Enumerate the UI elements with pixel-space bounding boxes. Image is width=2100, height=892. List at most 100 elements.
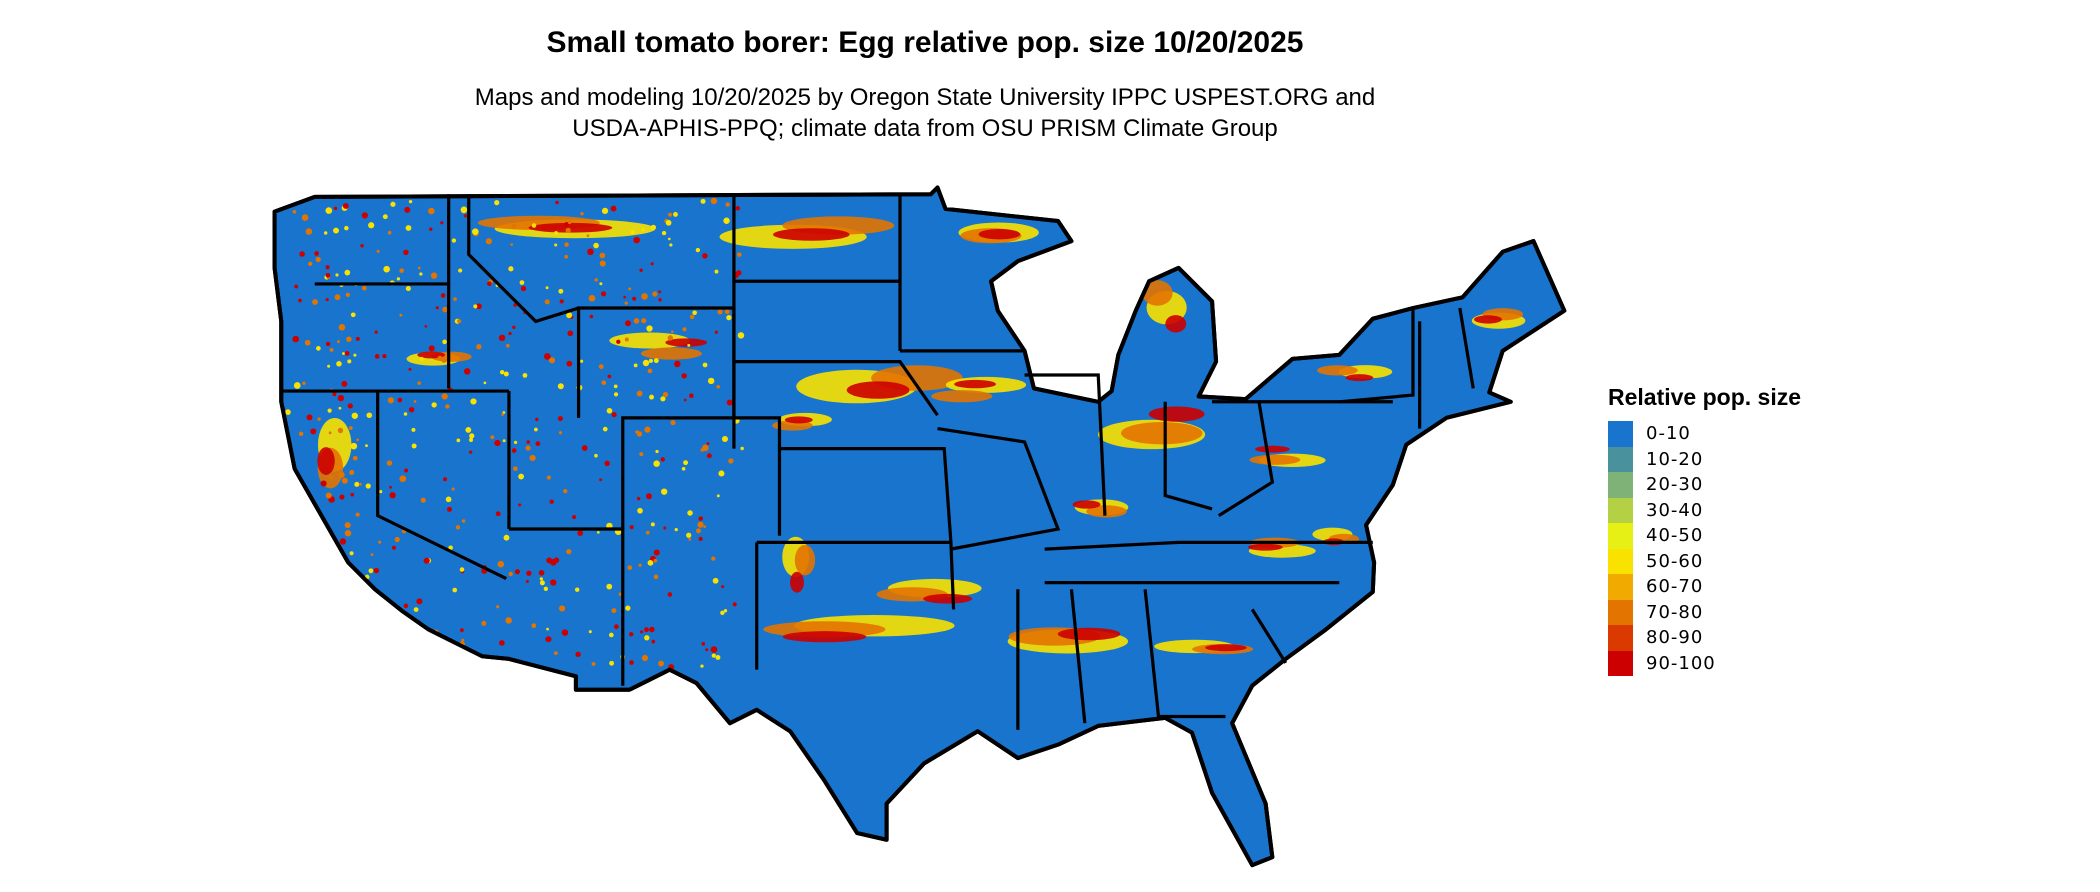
speckle — [642, 359, 650, 367]
speckle — [644, 627, 649, 633]
speckle — [599, 282, 603, 286]
speckle — [302, 381, 306, 385]
speckle — [354, 481, 360, 487]
speckle — [336, 361, 342, 367]
speckle — [399, 475, 407, 483]
speckle — [594, 278, 598, 282]
speckle — [721, 435, 728, 443]
speckle — [342, 627, 348, 633]
speckle — [465, 427, 472, 433]
speckle — [441, 357, 447, 363]
speckle — [655, 449, 659, 454]
hotspot — [923, 593, 973, 604]
speckle — [705, 648, 709, 652]
speckle — [604, 460, 610, 467]
speckle — [405, 286, 411, 292]
speckle — [599, 478, 603, 482]
speckle — [543, 586, 549, 592]
speckle — [310, 428, 317, 435]
hotspot — [846, 381, 910, 399]
speckle — [557, 383, 564, 390]
speckle — [698, 536, 703, 542]
speckle — [344, 351, 350, 356]
speckle — [404, 206, 411, 213]
state-border — [1212, 400, 1275, 517]
speckle — [408, 407, 415, 413]
legend-item: 40-50 — [1608, 523, 1801, 549]
speckle — [559, 605, 566, 612]
speckle — [460, 206, 468, 214]
speckle — [508, 331, 512, 336]
state-border — [621, 416, 782, 536]
speckle — [644, 426, 651, 433]
speckle — [420, 497, 426, 503]
speckle — [370, 553, 374, 556]
speckle — [292, 335, 300, 343]
speckle — [360, 244, 364, 248]
hotspot — [528, 222, 613, 233]
speckle — [390, 201, 396, 207]
speckle — [674, 527, 678, 532]
speckle — [636, 390, 643, 397]
speckle — [561, 629, 569, 636]
legend-title: Relative pop. size — [1608, 384, 1802, 410]
hotspot — [1072, 500, 1101, 509]
speckle — [686, 532, 692, 538]
speckle — [314, 251, 319, 256]
speckle — [485, 238, 492, 245]
speckle — [399, 313, 403, 317]
speckle — [445, 496, 452, 503]
legend-item: 30-40 — [1608, 497, 1801, 523]
speckle — [503, 371, 509, 377]
speckle — [702, 362, 708, 368]
speckle — [652, 291, 658, 297]
speckle — [344, 269, 351, 276]
speckle — [359, 482, 362, 486]
speckle — [389, 492, 396, 499]
speckle — [695, 247, 701, 253]
speckle — [442, 656, 449, 663]
speckle — [397, 397, 403, 403]
speckle — [473, 304, 478, 309]
speckle — [346, 336, 352, 342]
speckle — [421, 643, 427, 649]
speckle — [293, 598, 301, 605]
speckle — [653, 460, 660, 467]
speckle — [305, 228, 313, 235]
speckle — [496, 605, 500, 609]
legend-swatch — [1608, 650, 1633, 676]
speckle — [325, 492, 332, 499]
speckle — [329, 348, 334, 352]
speckle — [442, 339, 447, 345]
speckle — [662, 392, 669, 398]
speckle — [481, 620, 487, 626]
map-subtitle-line-1: Maps and modeling 10/20/2025 by Oregon S… — [474, 84, 1376, 111]
speckle — [575, 651, 581, 658]
speckle — [653, 549, 660, 556]
state-borders — [281, 194, 1475, 730]
speckle — [311, 614, 317, 620]
speckle — [710, 197, 718, 205]
speckle — [344, 529, 352, 537]
speckle — [531, 223, 537, 228]
speckle — [351, 412, 358, 419]
speckle — [567, 220, 572, 225]
speckle — [566, 360, 573, 367]
speckle — [627, 565, 633, 571]
speckle — [453, 297, 457, 301]
speckle — [499, 369, 505, 375]
speckle — [325, 265, 330, 270]
speckle — [588, 294, 596, 302]
speckle — [417, 266, 421, 270]
speckle — [589, 314, 594, 319]
speckle — [315, 346, 321, 351]
speckle — [368, 568, 374, 574]
speckle — [393, 625, 397, 628]
speckle — [512, 325, 516, 330]
speckle — [342, 203, 349, 209]
legend-item: 0-10 — [1608, 421, 1801, 447]
legend-swatch — [1608, 421, 1633, 447]
speckle — [633, 236, 640, 244]
speckle — [332, 392, 337, 397]
speckle — [451, 487, 455, 491]
